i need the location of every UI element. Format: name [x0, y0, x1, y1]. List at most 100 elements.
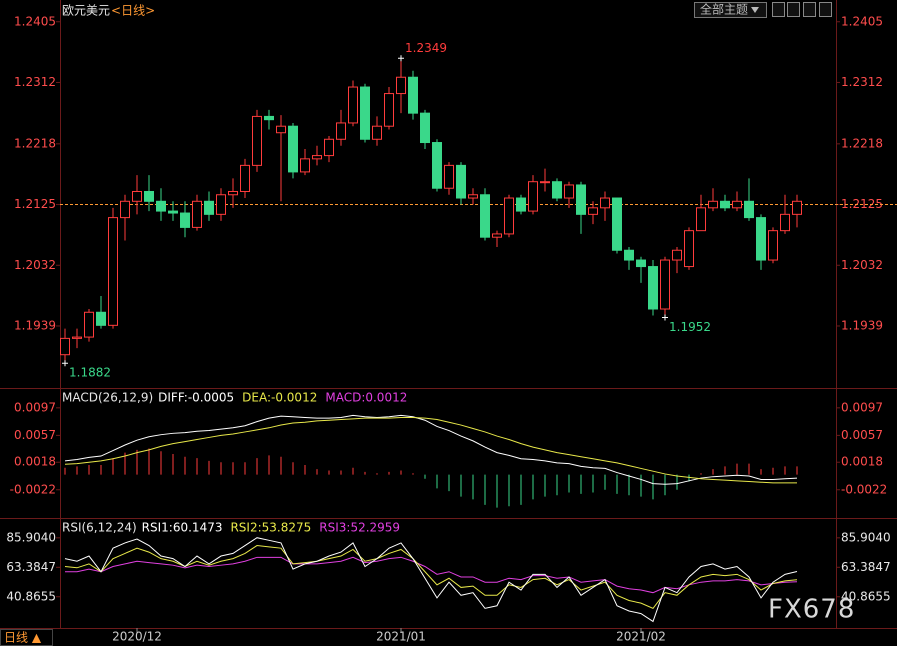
- panel-title: MACD(26,12,9): [62, 391, 153, 405]
- indicator-line: [64, 545, 798, 609]
- candle-body: [264, 115, 274, 121]
- y-tick-label-right: 85.9040: [841, 530, 891, 544]
- candle-body: [576, 184, 586, 215]
- dropdown-arrow[interactable]: [751, 7, 759, 13]
- candle-body: [660, 259, 670, 310]
- icon-button[interactable]: [772, 2, 785, 17]
- candle-body: [84, 311, 94, 338]
- candle-body: [168, 210, 178, 214]
- candle-body: [768, 230, 778, 261]
- icon-button[interactable]: [787, 2, 800, 17]
- y-tick-label: 40.8655: [6, 589, 56, 603]
- chart-title: 欧元美元: [62, 4, 110, 18]
- candle-body: [552, 181, 562, 199]
- candle-body: [528, 181, 538, 212]
- candle-body: [516, 197, 526, 212]
- candle-body: [756, 217, 766, 261]
- candle-body: [324, 138, 334, 157]
- y-tick-label-right: 1.1939: [841, 318, 883, 332]
- frame: [0, 0, 897, 629]
- candle-body: [564, 184, 574, 199]
- candle-body: [108, 217, 118, 326]
- candle-body: [144, 190, 154, 202]
- annotation: 1.1882: [69, 366, 111, 380]
- candle-body: [372, 125, 382, 140]
- y-tick-label: 1.2405: [14, 14, 56, 28]
- watermark: FX678: [768, 595, 855, 625]
- candle-body: [396, 76, 406, 95]
- candle-body: [540, 181, 550, 184]
- candle-body: [120, 200, 130, 219]
- y-tick-label-right: 63.3847: [841, 560, 891, 574]
- candle-body: [96, 311, 106, 326]
- candle-body: [684, 230, 694, 268]
- indicator-line: [64, 416, 797, 484]
- candle-body: [348, 86, 358, 124]
- legend-entry: DIFF:-0.0005: [158, 391, 234, 405]
- y-tick-label: 1.1939: [14, 318, 56, 332]
- candle-body: [648, 266, 658, 310]
- y-tick-label: 1.2125: [14, 197, 56, 211]
- y-tick-label: 0.0097: [14, 400, 56, 414]
- candle-body: [720, 200, 730, 209]
- candle-body: [132, 190, 142, 202]
- candle-body: [732, 200, 742, 209]
- candle-body: [288, 125, 298, 173]
- y-tick-label-right: 0.0018: [841, 455, 883, 469]
- legend-entry: RSI1:60.1473: [142, 521, 223, 535]
- y-tick-label-right: 1.2032: [841, 258, 883, 272]
- candle-body: [432, 142, 442, 189]
- y-tick-label-right: 40.8655: [841, 589, 891, 603]
- y-tick-label: 1.2218: [14, 136, 56, 150]
- icon-button[interactable]: [803, 2, 816, 17]
- candle-body: [492, 233, 502, 238]
- theme-button-label[interactable]: 全部主题: [700, 2, 748, 17]
- candle-body: [204, 200, 214, 215]
- candle-body: [600, 197, 610, 209]
- candle-body: [624, 249, 634, 261]
- candle-body: [156, 200, 166, 212]
- candle-body: [792, 200, 802, 215]
- annotation: 1.1952: [669, 320, 711, 334]
- candle-body: [588, 207, 598, 215]
- candle-body: [252, 115, 262, 166]
- candle-body: [276, 125, 286, 134]
- candle-body: [216, 194, 226, 215]
- period-button-label[interactable]: 日线 ▲: [4, 631, 42, 645]
- x-tick-label: 2021/02: [616, 630, 666, 644]
- x-tick-label: 2021/01: [376, 630, 426, 644]
- chart-subtitle: <日线>: [111, 4, 155, 18]
- panel-title: RSI(6,12,24): [62, 521, 137, 535]
- candle-body: [300, 158, 310, 173]
- y-tick-label-right: 1.2312: [841, 75, 883, 89]
- annotation-marker: [62, 360, 68, 367]
- candle-body: [60, 337, 70, 356]
- candle-body: [384, 93, 394, 127]
- y-tick-label: 0.0018: [14, 455, 56, 469]
- candle-body: [180, 212, 190, 228]
- candle-body: [408, 76, 418, 114]
- indicator-line: [65, 556, 798, 594]
- annotation: 1.2349: [405, 41, 447, 55]
- indicator-line: [64, 414, 798, 485]
- y-tick-label-right: -0.0022: [841, 482, 887, 496]
- legend-entry: RSI2:53.8275: [230, 521, 311, 535]
- legend-entry: DEA:-0.0012: [242, 391, 317, 405]
- annotation-marker: [662, 314, 668, 321]
- candle-body: [744, 200, 754, 219]
- toolbar-icons: [772, 2, 832, 17]
- y-tick-label-right: 0.0057: [841, 428, 883, 442]
- annotation-marker: [398, 55, 404, 62]
- icon-button[interactable]: [819, 2, 832, 17]
- candle-body: [468, 194, 478, 199]
- y-tick-label-right: 0.0097: [841, 400, 883, 414]
- y-tick-label: 1.2312: [14, 75, 56, 89]
- y-tick-label: 1.2032: [14, 258, 56, 272]
- y-tick-label-right: 1.2405: [841, 14, 883, 28]
- candle-body: [780, 213, 790, 232]
- theme-button[interactable]: [694, 2, 767, 18]
- y-tick-label-right: 1.2218: [841, 136, 883, 150]
- candle-body: [312, 155, 322, 160]
